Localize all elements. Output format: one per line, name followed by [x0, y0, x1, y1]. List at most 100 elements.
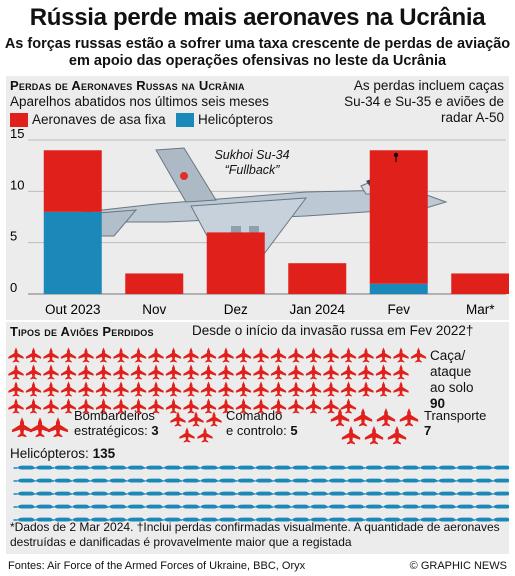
fighter-icon: [270, 347, 287, 363]
helicopter-icon: [178, 465, 200, 470]
helicopter-icon: [141, 504, 163, 509]
fighter-icon: [78, 347, 94, 363]
fighter-icon: [218, 381, 234, 397]
helicopter-icon: [269, 491, 291, 496]
helicopter-icon: [50, 517, 72, 522]
fighter-icon: [305, 381, 322, 397]
helicopter-icon: [105, 465, 127, 470]
helicopter-icon: [68, 491, 90, 496]
losses-annotation: As perdas incluem caças Su-34 e Su-35 e …: [344, 78, 504, 125]
fighter-icon: [358, 364, 374, 380]
fighter-icon: [183, 347, 199, 363]
helicopter-icon: [251, 478, 273, 483]
helicopter-icon: [105, 517, 127, 522]
fighter-icon: [410, 347, 427, 363]
helicopter-icon: [288, 491, 310, 496]
helicopter-icon: [68, 517, 90, 522]
fighter-icon: [323, 364, 339, 380]
command-aircraft-icon: [188, 411, 204, 427]
helicopter-icon: [233, 517, 255, 522]
fighter-icon: [375, 381, 392, 397]
helicopter-icon: [379, 465, 401, 470]
helicopter-icon: [471, 504, 493, 509]
helicopter-icon: [306, 491, 328, 496]
fighter-icon: [375, 347, 392, 363]
transport-icon: [330, 407, 350, 427]
helicopter-icon: [397, 465, 419, 470]
helicopter-icon: [123, 478, 145, 483]
source-line: Fontes: Air Force of the Armed Forces of…: [8, 560, 306, 572]
helicopter-icon: [471, 517, 493, 522]
helicopter-icon: [306, 517, 328, 522]
helicopter-icon: [416, 517, 438, 522]
fighter-icon: [358, 381, 374, 397]
helicopter-icon: [416, 491, 438, 496]
transport-icon: [399, 407, 419, 427]
fighter-icon: [113, 347, 129, 363]
helicopter-icon: [50, 465, 72, 470]
fighter-icon: [165, 398, 182, 414]
fighter-icon: [270, 381, 287, 397]
helicopter-icon: [159, 491, 181, 496]
fighter-icon: [305, 398, 322, 414]
fighter-icon: [60, 347, 77, 363]
fighter-icon: [358, 347, 374, 363]
bomber-icon: [48, 417, 68, 438]
x-tick-label: Fev: [387, 302, 410, 317]
bar-fixed-wing: [125, 273, 184, 294]
helicopter-icon: [452, 491, 474, 496]
fighter-icon: [183, 398, 199, 414]
helicopter-icon: [342, 504, 364, 509]
x-tick-label: Mar*: [466, 302, 495, 317]
fighter-icon: [235, 364, 252, 380]
helicopter-icon: [50, 504, 72, 509]
helicopter-icon: [342, 491, 364, 496]
helicopter-icon: [471, 478, 493, 483]
helicopter-icon: [489, 491, 509, 496]
helicopter-icon: [123, 504, 145, 509]
helicopter-icon: [251, 491, 273, 496]
helicopter-icon: [196, 491, 218, 496]
helicopter-icon: [324, 504, 346, 509]
fighter-icon: [340, 398, 357, 414]
page-title: Rússia perde mais aeronaves na Ucrânia: [29, 4, 486, 31]
helicopter-icon: [13, 504, 35, 509]
helicopter-icon: [416, 465, 438, 470]
fighter-icon: [288, 364, 304, 380]
helicopter-icon: [489, 465, 509, 470]
fighter-icon: [375, 364, 392, 380]
helicopter-icon: [434, 465, 456, 470]
bomber-icon: [30, 417, 50, 438]
helicopter-icon: [397, 478, 419, 483]
helicopter-icon: [105, 504, 127, 509]
x-tick-label: Out 2023: [45, 302, 101, 317]
fighter-icon: [78, 381, 94, 397]
bar-helicopters: [369, 283, 428, 294]
fighter-icon: [270, 364, 287, 380]
helicopter-icon: [123, 517, 145, 522]
helicopter-icon: [214, 504, 236, 509]
helicopter-icon: [379, 491, 401, 496]
fighter-icon: [323, 347, 339, 363]
helicopter-icon: [214, 491, 236, 496]
helicopter-icon: [324, 517, 346, 522]
helicopter-icon: [159, 517, 181, 522]
helicopter-icon: [233, 491, 255, 496]
command-aircraft-icon: [197, 427, 213, 443]
helicopter-icon: [452, 504, 474, 509]
helicopter-icon: [288, 478, 310, 483]
command-category: Comando e controlo: 5: [226, 408, 298, 438]
fighter-icon: [95, 347, 112, 363]
helicopter-icon: [489, 504, 509, 509]
command-aircraft-icon: [206, 411, 222, 427]
fighter-icon: [323, 398, 339, 414]
fighter-icon: [305, 347, 322, 363]
fighter-icon: [200, 364, 217, 380]
transport-icon: [341, 425, 361, 445]
helicopter-icon: [68, 465, 90, 470]
helicopter-icon: [13, 478, 35, 483]
helicopter-icon: [178, 504, 200, 509]
fighter-icon: [113, 381, 129, 397]
helicopter-icon: [86, 478, 108, 483]
helicopter-icon: [31, 491, 53, 496]
